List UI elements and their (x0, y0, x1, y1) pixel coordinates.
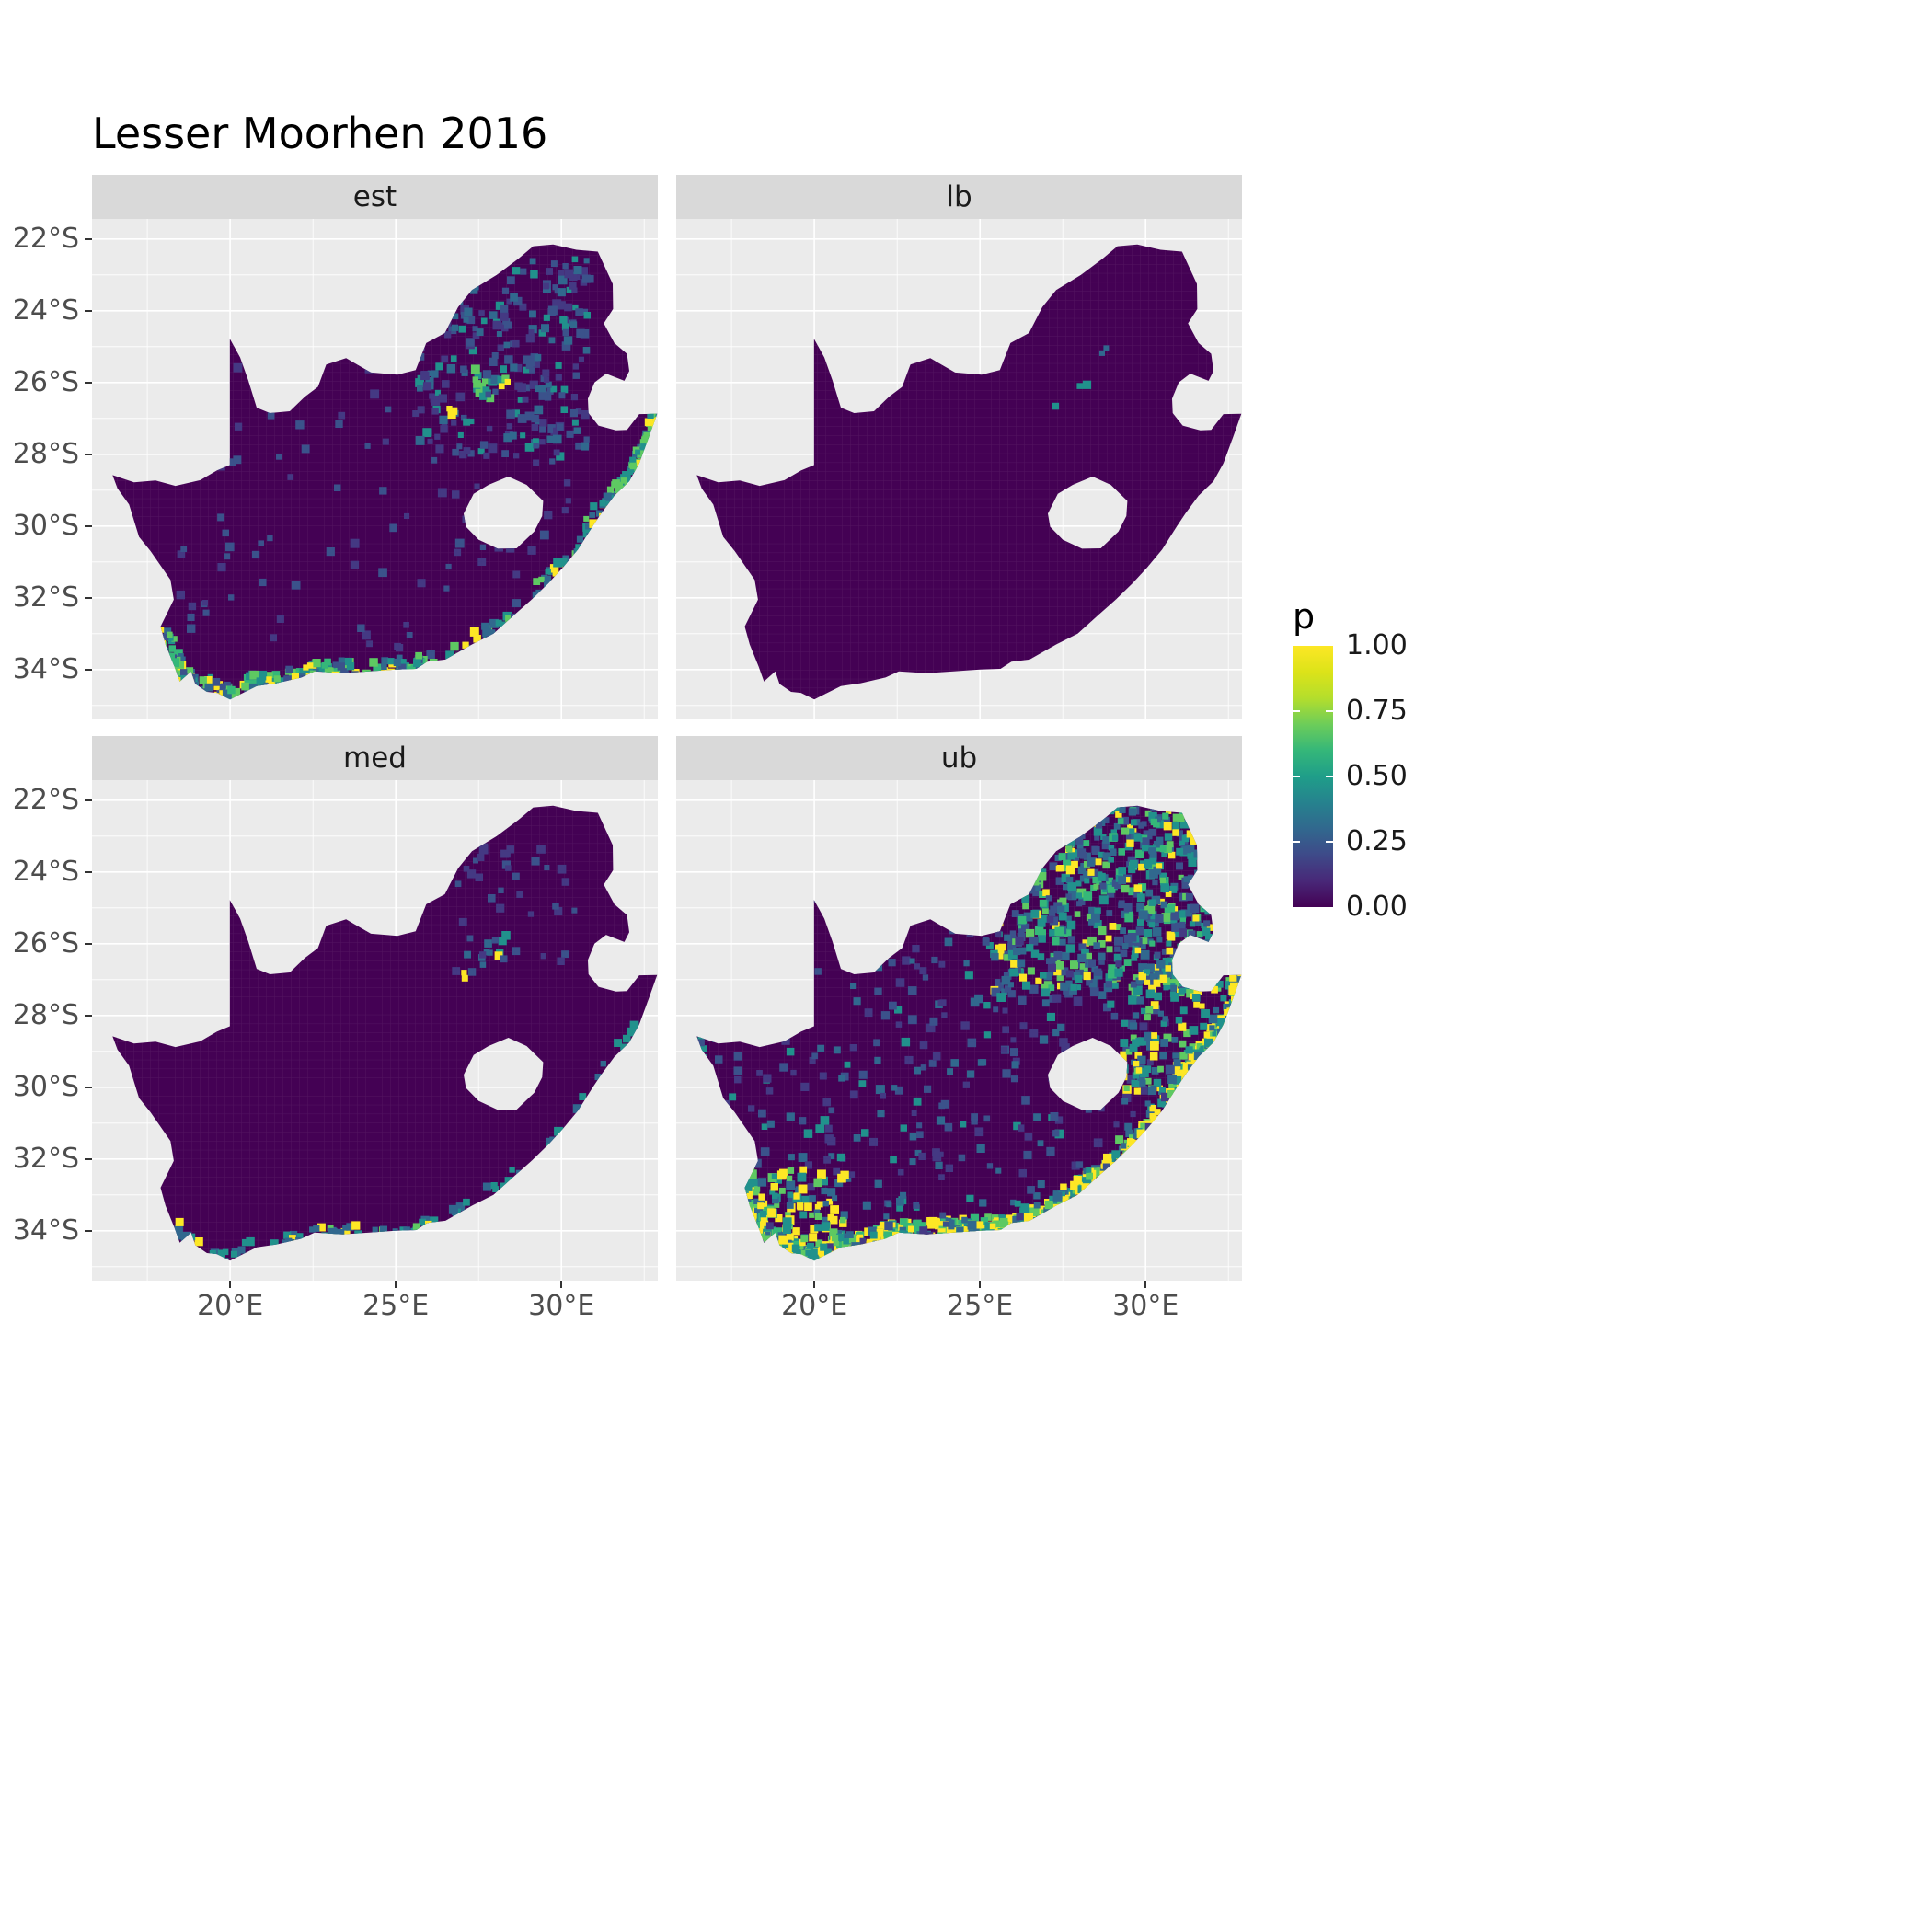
facet-strip-label-ub: ub (940, 742, 978, 775)
legend-tick-mark (1326, 776, 1333, 777)
legend-tick-label: 1.00 (1346, 629, 1408, 661)
y-tick-label: 26°S (12, 926, 79, 960)
x-tick-label: 30°E (528, 1290, 595, 1322)
legend-tick-mark (1293, 710, 1300, 712)
facet-strip-est: est (92, 175, 658, 219)
x-tick-label: 30°E (1112, 1290, 1179, 1322)
legend-tick-label: 0.75 (1346, 695, 1408, 727)
facet-panel-lb (676, 219, 1242, 719)
y-tick-mark (85, 453, 92, 455)
legend-tick-mark (1293, 776, 1300, 777)
x-tick-mark (229, 1281, 232, 1288)
legend-tick-label: 0.00 (1346, 891, 1408, 923)
y-tick-mark (85, 309, 92, 312)
legend-title: p (1293, 596, 1316, 637)
legend-tick-label: 0.50 (1346, 760, 1408, 792)
y-tick-mark (85, 1157, 92, 1160)
y-tick-label: 24°S (12, 855, 79, 888)
y-tick-mark (85, 799, 92, 801)
plot-title: Lesser Moorhen 2016 (92, 109, 548, 158)
facet-strip-med: med (92, 736, 658, 780)
x-tick-mark (979, 1281, 982, 1288)
y-tick-mark (85, 237, 92, 240)
map-lb (676, 219, 1242, 719)
y-tick-label: 22°S (12, 222, 79, 255)
facet-panel-ub (676, 780, 1242, 1281)
x-tick-label: 20°E (781, 1290, 848, 1322)
y-tick-mark (85, 1086, 92, 1088)
y-tick-mark (85, 1014, 92, 1017)
y-tick-label: 26°S (12, 365, 79, 398)
legend-tick-mark (1293, 841, 1300, 843)
facet-strip-label-med: med (343, 742, 407, 775)
x-tick-mark (560, 1281, 563, 1288)
map-med (92, 780, 658, 1281)
y-tick-label: 30°S (12, 1070, 79, 1103)
x-tick-label: 25°E (947, 1290, 1014, 1322)
y-tick-mark (85, 870, 92, 873)
legend: p 1.00 0.75 0.50 0.25 0.00 (1286, 596, 1498, 964)
y-tick-mark (85, 1229, 92, 1232)
y-tick-mark (85, 668, 92, 671)
y-tick-label: 32°S (12, 1142, 79, 1175)
facet-strip-label-lb: lb (946, 180, 972, 213)
y-tick-mark (85, 381, 92, 384)
x-tick-label: 25°E (362, 1290, 430, 1322)
y-tick-label: 28°S (12, 437, 79, 470)
y-tick-label: 34°S (12, 652, 79, 685)
facet-panel-est (92, 219, 658, 719)
legend-tick-label: 0.25 (1346, 825, 1408, 857)
y-tick-mark (85, 524, 92, 527)
x-tick-mark (395, 1281, 397, 1288)
y-tick-mark (85, 942, 92, 945)
y-tick-label: 30°S (12, 509, 79, 542)
x-tick-mark (1144, 1281, 1147, 1288)
x-tick-label: 20°E (197, 1290, 264, 1322)
map-est (92, 219, 658, 719)
x-tick-mark (813, 1281, 816, 1288)
facet-strip-lb: lb (676, 175, 1242, 219)
facet-strip-label-est: est (352, 180, 397, 213)
y-tick-label: 28°S (12, 998, 79, 1031)
legend-tick-mark (1326, 841, 1333, 843)
map-ub (676, 780, 1242, 1281)
facet-strip-ub: ub (676, 736, 1242, 780)
y-tick-label: 32°S (12, 581, 79, 614)
y-tick-label: 22°S (12, 783, 79, 816)
y-tick-mark (85, 596, 92, 599)
legend-tick-mark (1326, 710, 1333, 712)
y-tick-label: 24°S (12, 293, 79, 327)
y-tick-label: 34°S (12, 1213, 79, 1247)
facet-panel-med (92, 780, 658, 1281)
